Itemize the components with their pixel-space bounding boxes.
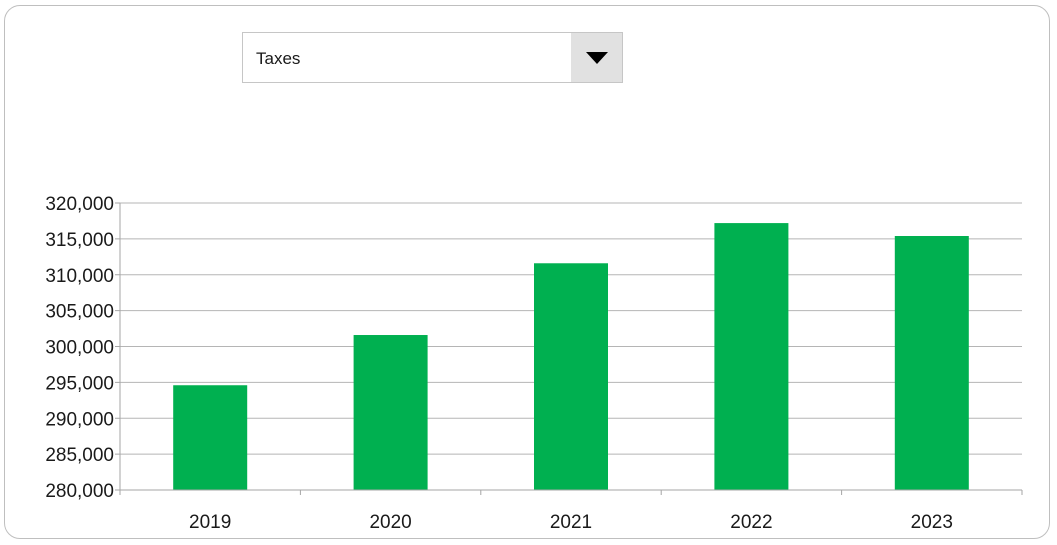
y-tick-label: 300,000 xyxy=(45,338,114,359)
y-tick-label: 290,000 xyxy=(45,409,114,430)
tick-labels: 280,000 285,000 290,000 295,000 300,000 305,0… xyxy=(45,194,953,533)
bar-2022 xyxy=(714,223,789,490)
x-tick-label: 2020 xyxy=(369,512,411,533)
x-tick-label: 2019 xyxy=(189,512,231,533)
y-tick-label: 305,000 xyxy=(45,302,114,323)
bars xyxy=(173,223,969,490)
bar-2023 xyxy=(894,236,969,490)
category-dropdown[interactable]: Taxes xyxy=(242,32,623,83)
y-tick-label: 315,000 xyxy=(45,230,114,251)
bar-2019 xyxy=(173,385,248,490)
bar-2020 xyxy=(353,335,428,490)
bar-2021 xyxy=(534,263,608,490)
x-tick-label: 2022 xyxy=(730,512,772,533)
chevron-down-icon xyxy=(585,51,608,64)
y-tick-label: 320,000 xyxy=(45,194,114,215)
y-tick-label: 295,000 xyxy=(45,373,114,394)
dropdown-selected-value: Taxes xyxy=(256,49,301,68)
y-tick-label: 310,000 xyxy=(45,266,114,287)
y-tick-label: 280,000 xyxy=(45,481,114,502)
axes xyxy=(115,202,1023,495)
y-tick-label: 285,000 xyxy=(45,445,114,466)
x-tick-label: 2023 xyxy=(911,512,953,533)
x-tick-label: 2021 xyxy=(550,512,592,533)
dropdown-toggle-button[interactable] xyxy=(571,33,622,82)
